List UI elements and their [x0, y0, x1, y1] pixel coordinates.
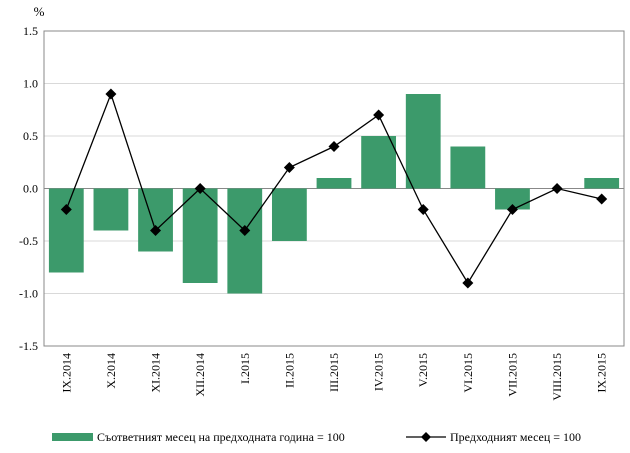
x-tick-label: II.2015	[282, 353, 296, 388]
line-point-marker	[506, 204, 518, 215]
y-tick-label: 0.0	[23, 182, 38, 196]
bar	[227, 188, 263, 294]
line-point-marker	[194, 183, 206, 194]
line-point-marker	[150, 225, 162, 236]
legend-label-line: Предходният месец = 100	[450, 430, 581, 444]
y-tick-label: 1.5	[23, 24, 38, 38]
x-tick-label: VII.2015	[505, 353, 519, 397]
x-tick-label: V.2015	[416, 353, 430, 387]
x-tick-label: VI.2015	[461, 353, 475, 393]
bar	[584, 178, 620, 189]
bar	[48, 188, 84, 273]
bar	[450, 146, 486, 189]
x-tick-label: IX.2015	[595, 353, 609, 393]
x-tick-label: VIII.2015	[550, 353, 564, 401]
bar	[405, 94, 441, 189]
x-tick-label: III.2015	[327, 353, 341, 392]
line-point-marker	[60, 204, 72, 215]
legend-line-marker	[421, 432, 431, 442]
line-point-marker	[417, 204, 429, 215]
y-tick-label: -1.0	[19, 287, 38, 301]
x-tick-label: IX.2014	[59, 353, 73, 393]
y-tick-label: 0.5	[23, 129, 38, 143]
bar	[93, 188, 129, 231]
bar	[182, 188, 218, 283]
x-tick-label: X.2014	[104, 353, 118, 389]
line-point-marker	[373, 109, 385, 121]
line-point-marker	[328, 141, 340, 152]
line-point-marker	[105, 88, 117, 100]
bar	[138, 188, 173, 252]
line-point-marker	[283, 162, 295, 173]
legend-bar-swatch	[52, 433, 93, 441]
bar	[316, 178, 352, 189]
y-axis-unit-label: %	[34, 4, 45, 19]
line-point-marker	[239, 225, 251, 236]
line-point-marker	[462, 277, 474, 289]
y-tick-label: -1.5	[19, 339, 38, 353]
x-tick-label: I.2015	[238, 353, 252, 384]
y-tick-label: -0.5	[19, 234, 38, 248]
x-tick-label: XII.2014	[193, 353, 207, 397]
line-point-marker	[551, 183, 563, 194]
line-point-marker	[596, 193, 608, 205]
y-tick-label: 1.0	[23, 77, 38, 91]
bar	[361, 136, 397, 189]
x-tick-label: XI.2014	[149, 353, 163, 393]
legend-label-bar: Съответният месец на предходната година …	[97, 430, 345, 444]
x-tick-label: IV.2015	[372, 353, 386, 391]
bar	[495, 188, 530, 210]
bar	[271, 188, 307, 241]
